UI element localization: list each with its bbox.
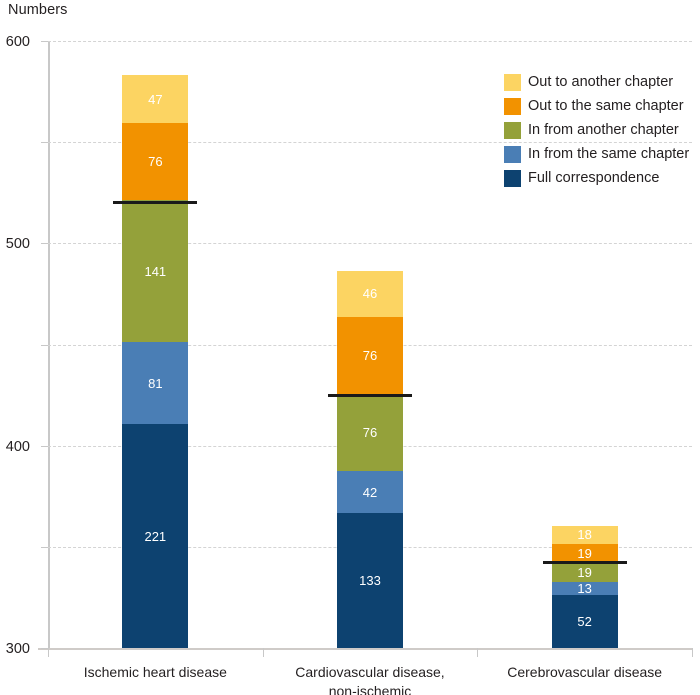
y-axis-tick-label: 500 xyxy=(5,236,30,253)
category-label-line: Ischemic heart disease xyxy=(83,664,227,680)
y-axis-title: Numbers xyxy=(8,2,68,18)
bar-segment[interactable]: 221 xyxy=(122,424,189,648)
y-axis-tick: 600 xyxy=(6,34,48,50)
y-axis-tick: 500 xyxy=(6,142,48,252)
y-axis-tick-label: 300 xyxy=(5,641,30,657)
category-label: Ischemic heart disease xyxy=(48,663,263,682)
legend-item[interactable]: Out to the same chapter xyxy=(504,98,689,115)
bar-segment-value: 19 xyxy=(577,565,592,581)
bar-segment[interactable]: 18 xyxy=(551,525,618,544)
y-axis-tick: 300 xyxy=(6,344,48,657)
bar-segment[interactable]: 19 xyxy=(551,543,618,564)
category-label-line: non-ischemic xyxy=(328,682,412,695)
category-separator xyxy=(262,648,264,657)
bar-group[interactable]: 52 13 19 19 18 xyxy=(542,41,627,648)
legend-color-swatch xyxy=(504,98,521,115)
legend-item-label: Full correspondence xyxy=(528,170,660,187)
bar-segment[interactable]: 46 xyxy=(337,270,403,318)
bar-segment[interactable]: 42 xyxy=(337,470,403,514)
gridline xyxy=(48,142,692,144)
bar-segment[interactable]: 47 xyxy=(122,75,189,123)
category-label: Cardiovascular disease, non-ischemic xyxy=(263,663,478,695)
category-separator xyxy=(692,648,693,657)
bar-segment-value: 133 xyxy=(359,573,381,589)
stacked-bar[interactable]: 133 42 76 76 46 xyxy=(337,41,403,648)
bar-segment-value: 76 xyxy=(362,348,378,364)
stacked-bar[interactable]: 221 81 141 76 47 xyxy=(122,41,189,648)
bar-segment-value: 76 xyxy=(362,425,378,440)
gridline xyxy=(48,41,692,42)
gridline xyxy=(48,243,692,245)
bar-segment[interactable]: 19 xyxy=(551,563,618,583)
legend-item-label: In from another chapter xyxy=(528,122,679,139)
stacked-bar[interactable]: 52 13 19 19 18 xyxy=(551,41,618,648)
bar-segment[interactable]: 81 xyxy=(122,342,189,425)
reference-line xyxy=(542,560,627,564)
category-label-line: Cardiovascular disease, xyxy=(295,664,445,680)
legend-item-label: In from the same chapter xyxy=(528,146,690,163)
y-axis-tick: 200 xyxy=(41,445,48,447)
bar-segment[interactable]: 76 xyxy=(337,317,403,395)
category-separator xyxy=(477,648,479,657)
bar-segment-value: 76 xyxy=(148,153,163,169)
y-axis-tick-label: 400 xyxy=(5,438,30,455)
bar-segment-value: 141 xyxy=(144,263,167,279)
legend-item[interactable]: In from the same chapter xyxy=(504,146,689,163)
bar-segment-value: 47 xyxy=(148,91,163,107)
category-label: Cerebrovascular disease xyxy=(477,663,692,682)
bar-segment-value: 13 xyxy=(577,581,592,597)
bar-segment-value: 46 xyxy=(362,286,378,302)
bar-segment[interactable]: 133 xyxy=(337,513,403,648)
legend-color-swatch xyxy=(504,122,521,139)
bar-segment-value: 52 xyxy=(577,614,592,630)
legend-color-swatch xyxy=(504,74,521,91)
bar-segment-value: 221 xyxy=(144,528,167,544)
legend-item[interactable]: In from another chapter xyxy=(504,122,689,139)
plot-area: 0 100 200 300 400 500 600 221 81 141 76 47 133 42 76 7… xyxy=(6,34,693,695)
legend-color-swatch xyxy=(504,170,521,187)
category-label-line: Cerebrovascular disease xyxy=(507,664,663,680)
category-separator xyxy=(48,648,49,657)
y-axis-tick: 100 xyxy=(41,546,48,548)
bar-segment[interactable]: 76 xyxy=(337,394,403,471)
bar-segment[interactable]: 76 xyxy=(122,122,189,200)
bar-segment-value: 42 xyxy=(362,484,378,500)
y-axis-tick-label: 600 xyxy=(5,34,30,50)
bar-segment[interactable]: 13 xyxy=(551,581,618,597)
legend-color-swatch xyxy=(504,146,521,163)
bar-segment-value: 19 xyxy=(577,545,592,561)
bar-segment[interactable]: 141 xyxy=(122,199,189,343)
legend-item[interactable]: Out to another chapter xyxy=(504,74,689,91)
legend-item[interactable]: Full correspondence xyxy=(504,170,689,187)
reference-line xyxy=(113,201,198,205)
bar-segment-value: 18 xyxy=(577,527,592,543)
bar-group[interactable]: 221 81 141 76 47 xyxy=(113,41,198,648)
y-axis-tick: 0 xyxy=(41,648,48,649)
bar-segment-value: 81 xyxy=(148,375,163,391)
legend-item-label: Out to the same chapter xyxy=(528,98,684,115)
legend-item-label: Out to another chapter xyxy=(528,74,674,91)
x-axis-line xyxy=(38,648,692,650)
bar-group[interactable]: 133 42 76 76 46 xyxy=(328,41,412,648)
legend: Out to another chapter Out to the same ch… xyxy=(504,74,689,187)
bar-segment[interactable]: 52 xyxy=(551,595,618,648)
y-axis-tick: 400 xyxy=(6,243,48,455)
reference-line xyxy=(328,393,412,397)
